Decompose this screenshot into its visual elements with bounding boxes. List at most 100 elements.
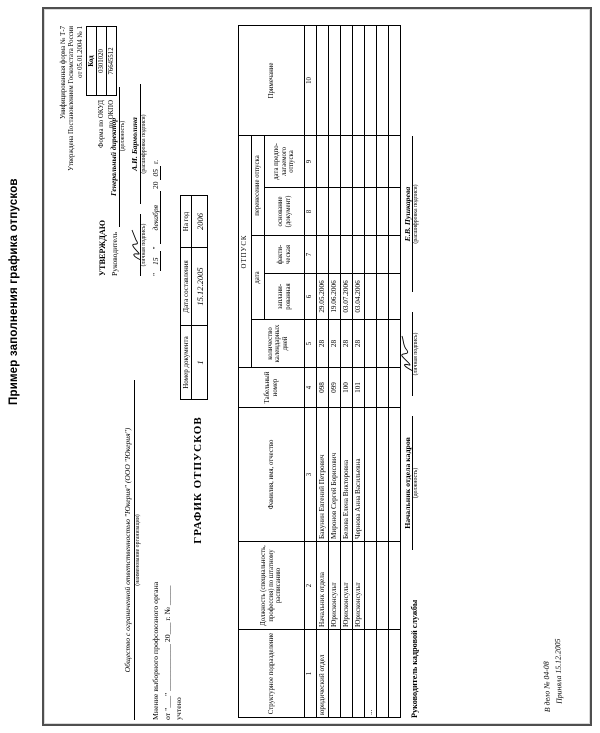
cell-name: Чернова Анна Васильевна <box>352 407 365 542</box>
vacation-group-header: ОТПУСК <box>238 135 252 368</box>
cell-days: 28 <box>316 319 329 368</box>
cell-transfer-date <box>352 135 365 188</box>
cell-basis <box>364 187 377 236</box>
cell-note <box>376 25 389 136</box>
form-note-line1: Унифицированная форма № Т-7 <box>60 26 67 119</box>
date-group-header: дата <box>251 235 265 320</box>
col5-header: количество календарных дней <box>251 319 305 368</box>
cell-actual <box>388 235 401 274</box>
cell-number: 101 <box>352 367 365 408</box>
cell-planned: 03.04.2006 <box>352 273 365 320</box>
cell-days: 28 <box>340 319 353 368</box>
cell-number: 098 <box>316 367 329 408</box>
cell-dept: ... <box>364 629 377 718</box>
position-value: Начальник отдела кадров <box>400 416 414 550</box>
cell-transfer-date <box>388 135 401 188</box>
filing-note-line2: Приняла 15.12.2005 <box>553 638 565 704</box>
cell-basis <box>352 187 365 236</box>
union-line1: Мнение выборного профсоюзного органа <box>151 581 160 720</box>
cell-actual <box>352 235 365 274</box>
cell-actual <box>364 235 377 274</box>
cell-transfer-date <box>364 135 377 188</box>
col9-header: дата предпо- лагаемого отпуска <box>264 135 305 188</box>
cell-name <box>364 407 377 542</box>
cell-transfer-date <box>316 135 329 188</box>
cell-actual <box>376 235 389 274</box>
approve-block: УТВЕРЖДАЮ Руководитель Генеральный дирек… <box>98 20 162 276</box>
cell-number: 099 <box>328 367 341 408</box>
code-header-row: Код <box>86 26 98 256</box>
cell-position: Юрисконсульт <box>328 541 341 630</box>
cell-position: Юрисконсульт <box>352 541 365 630</box>
approve-role-label: Руководитель <box>109 231 119 276</box>
approve-date-century: 20 <box>151 181 161 190</box>
filing-note: В дело № 04-08 Приняла 15.12.2005 <box>540 638 567 712</box>
cell-note <box>340 25 353 136</box>
organization-caption: (наименование организации) <box>134 514 141 586</box>
cell-position: Юрисконсульт <box>340 541 353 630</box>
approve-signature-line <box>130 214 142 276</box>
approve-date-row: " 15 " декабря 20 05 г. <box>151 20 162 276</box>
form-approval-note: Унифицированная форма № Т-7 Утверждена П… <box>60 26 85 326</box>
cell-basis <box>388 187 401 236</box>
organization-name: Общество с ограниченной ответственностью… <box>123 380 135 720</box>
approve-captions-row: (личная подпись) (расшифровка подписи) <box>141 20 147 276</box>
sign-group: (личная подпись) <box>400 312 419 396</box>
colnum-10: 10 <box>304 25 317 136</box>
director-signature-icon <box>131 229 142 261</box>
vacation-schedule-form: Унифицированная форма № Т-7 Утверждена П… <box>44 9 594 728</box>
cell-dept <box>376 629 389 718</box>
table-row: Юрисконсульт Белова Елена Викторовна 100… <box>340 25 353 718</box>
table-row <box>388 25 401 718</box>
cell-actual <box>328 235 341 274</box>
approve-sign-row: А.И. Бармолина <box>130 20 142 276</box>
col8-header: основание (документ) <box>264 187 305 236</box>
cell-dept <box>352 629 365 718</box>
cell-name <box>376 407 389 542</box>
colnum-3: 3 <box>304 407 317 542</box>
approve-role-caption: (должность) <box>119 120 126 152</box>
colnum-5: 5 <box>304 319 317 368</box>
cell-position <box>376 541 389 630</box>
organization-block: Общество с ограниченной ответственностью… <box>123 380 141 720</box>
colnum-7: 7 <box>304 235 317 274</box>
col7-header: факти- ческая <box>264 235 305 274</box>
approve-date-day: 15 <box>151 251 162 271</box>
cell-days: 28 <box>352 319 365 368</box>
cell-note <box>328 25 341 136</box>
cell-transfer-date <box>340 135 353 188</box>
doc-date-header: Дата составления <box>180 247 192 326</box>
cell-planned <box>364 273 377 320</box>
cell-position <box>364 541 377 630</box>
approve-date-year: 05 <box>151 165 162 180</box>
cell-planned <box>376 273 389 320</box>
cell-dept: юридический отдел <box>316 629 329 718</box>
approve-role-value: Генеральный директор <box>109 86 120 227</box>
name-value: Е.В. Пушкарева <box>400 136 414 292</box>
form-note-line2: Утверждена Постановлением Госкомстата Ро… <box>68 26 76 171</box>
cell-basis <box>340 187 353 236</box>
table-row: ... <box>364 25 377 718</box>
cell-number <box>364 367 377 408</box>
hr-signature-line <box>400 312 414 396</box>
cell-dept <box>388 629 401 718</box>
col4-header: Табельный номер <box>238 367 305 408</box>
figure-caption: Пример заполнения графика отпусков <box>8 178 20 405</box>
union-line2: от "___" ____________ 20___ г. № _____ <box>162 585 172 720</box>
approve-name-caption: (расшифровка подписи) <box>141 114 147 174</box>
hr-signature-icon <box>401 335 414 372</box>
cell-name: Белова Елена Викторовна <box>340 407 353 542</box>
cell-actual <box>340 235 353 274</box>
cell-transfer-date <box>376 135 389 188</box>
cell-note <box>316 25 329 136</box>
cell-note <box>352 25 365 136</box>
table-row: Юрисконсульт Чернова Анна Васильевна 101… <box>352 25 365 718</box>
approve-name-value: А.И. Бармолина <box>130 84 141 204</box>
cell-name: Миронов Сергей Борисович <box>328 407 341 542</box>
cell-days: 28 <box>328 319 341 368</box>
cell-number <box>376 367 389 408</box>
doc-year-value: 2006 <box>191 195 208 248</box>
cell-dept <box>340 629 353 718</box>
cell-days <box>364 319 377 368</box>
cell-basis <box>376 187 389 236</box>
